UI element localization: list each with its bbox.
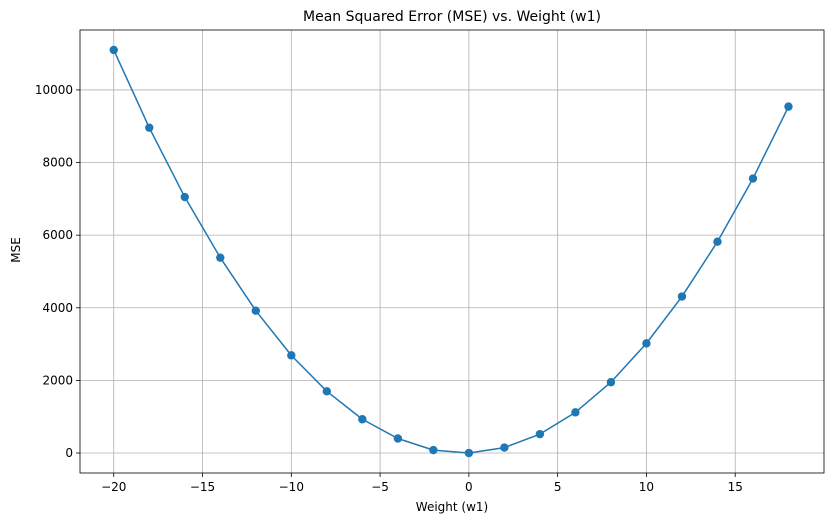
data-point xyxy=(322,387,332,396)
data-point xyxy=(677,292,687,301)
data-point xyxy=(251,306,260,315)
x-tick-label: 15 xyxy=(728,480,743,494)
y-tick-label: 2000 xyxy=(42,373,73,387)
data-point xyxy=(642,339,651,348)
series-layer xyxy=(109,45,793,458)
plot-frame xyxy=(79,29,825,474)
y-tick-label: 6000 xyxy=(42,228,73,242)
data-point xyxy=(571,408,580,417)
y-axis-label: MSE xyxy=(9,237,23,263)
x-axis-label: Weight (w1) xyxy=(416,500,488,514)
data-point xyxy=(393,434,403,443)
data-point xyxy=(784,102,793,111)
x-tick-label: 5 xyxy=(554,480,562,494)
axes-frame xyxy=(79,29,825,474)
x-tick-label: −10 xyxy=(279,480,304,494)
data-point xyxy=(358,415,367,424)
data-point xyxy=(500,443,509,452)
data-point xyxy=(109,45,118,55)
x-tick-label: −5 xyxy=(371,480,389,494)
tick-layer: −20 −15 −10 −5 0 5 10 15 0 2000 4000 6000 8000 10000 xyxy=(35,83,743,494)
data-point xyxy=(606,378,616,387)
y-tick-label: 10000 xyxy=(35,83,73,97)
chart-title: Mean Squared Error (MSE) vs. Weight (w1) xyxy=(303,9,601,25)
data-point xyxy=(464,448,474,458)
x-tick-label: −15 xyxy=(190,480,215,494)
x-tick-label: 10 xyxy=(639,480,654,494)
x-tick-label: −20 xyxy=(101,480,126,494)
data-point xyxy=(287,351,296,360)
data-point xyxy=(748,174,758,183)
series-line xyxy=(113,49,790,454)
data-point xyxy=(216,253,225,262)
y-tick-label: 8000 xyxy=(42,156,73,170)
data-point xyxy=(429,445,438,455)
data-point xyxy=(145,123,154,132)
data-point xyxy=(713,237,722,246)
data-point xyxy=(180,192,189,202)
grid-layer xyxy=(80,30,824,473)
y-tick-label: 0 xyxy=(65,446,73,460)
y-tick-label: 4000 xyxy=(42,301,73,315)
x-tick-label: 0 xyxy=(465,480,473,494)
data-point xyxy=(535,429,545,439)
